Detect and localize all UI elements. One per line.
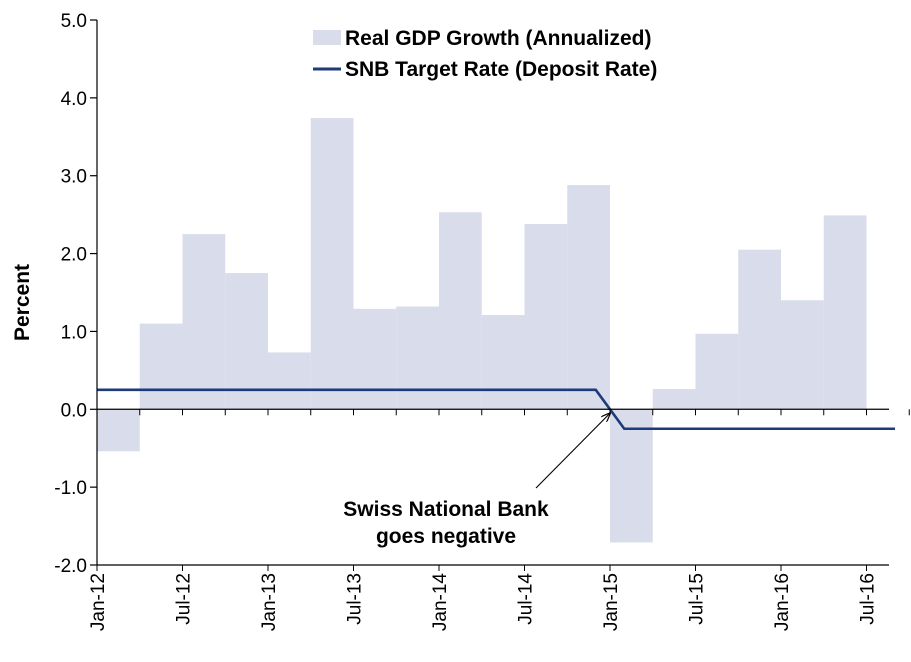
axes-layer — [90, 19, 910, 571]
x-tick-label: Jul-13 — [345, 573, 366, 625]
gdp-bar — [310, 118, 354, 410]
y-tick-label: 0.0 — [61, 400, 87, 421]
gdp-bar — [823, 215, 867, 410]
annotation-arrow — [535, 413, 610, 489]
annotation-label: Swiss National Bank — [343, 498, 549, 521]
y-tick-label: 1.0 — [61, 322, 87, 343]
gdp-bar — [439, 212, 482, 410]
legend-label-snb: SNB Target Rate (Deposit Rate) — [345, 58, 657, 81]
bars-layer — [97, 118, 867, 543]
y-tick-label: 5.0 — [61, 11, 87, 32]
gdp-bar — [481, 315, 525, 410]
y-tick-label: -2.0 — [54, 556, 87, 577]
gdp-bar — [567, 185, 610, 410]
x-tick-label: Jan-13 — [259, 573, 280, 631]
gdp-bar — [652, 389, 696, 410]
x-tick-label: Jul-16 — [858, 573, 879, 625]
legend-label-gdp: Real GDP Growth (Annualized) — [345, 27, 651, 50]
gdp-bar — [524, 223, 568, 410]
legend-swatch-gdp — [313, 30, 341, 45]
gdp-bar — [396, 306, 439, 410]
gdp-bar — [610, 409, 653, 543]
gdp-bar — [139, 323, 183, 410]
x-tick-label: Jan-14 — [430, 573, 451, 632]
x-tick-label: Jan-16 — [772, 573, 793, 631]
annotation-label: goes negative — [376, 525, 516, 548]
x-tick-label: Jul-14 — [516, 573, 537, 625]
x-tick-label: Jul-15 — [687, 573, 708, 625]
gdp-bar — [97, 409, 140, 452]
gdp-bar — [353, 308, 397, 410]
gdp-bar — [781, 300, 824, 410]
y-tick-label: 4.0 — [61, 89, 87, 110]
y-axis-title: Percent — [11, 264, 34, 341]
x-tick-label: Jan-15 — [601, 573, 622, 631]
gdp-bar — [268, 352, 311, 410]
gdp-bar — [225, 273, 268, 410]
y-tick-label: -1.0 — [54, 478, 87, 499]
gdp-bar — [182, 234, 226, 410]
x-tick-label: Jul-12 — [174, 573, 195, 625]
y-tick-label: 3.0 — [61, 167, 87, 188]
gdp-bar — [738, 249, 781, 410]
y-tick-label: 2.0 — [61, 245, 87, 266]
legend: Real GDP Growth (Annualized) SNB Target R… — [313, 27, 657, 81]
gdp-bar — [695, 333, 739, 410]
x-tick-label: Jan-12 — [88, 573, 109, 631]
